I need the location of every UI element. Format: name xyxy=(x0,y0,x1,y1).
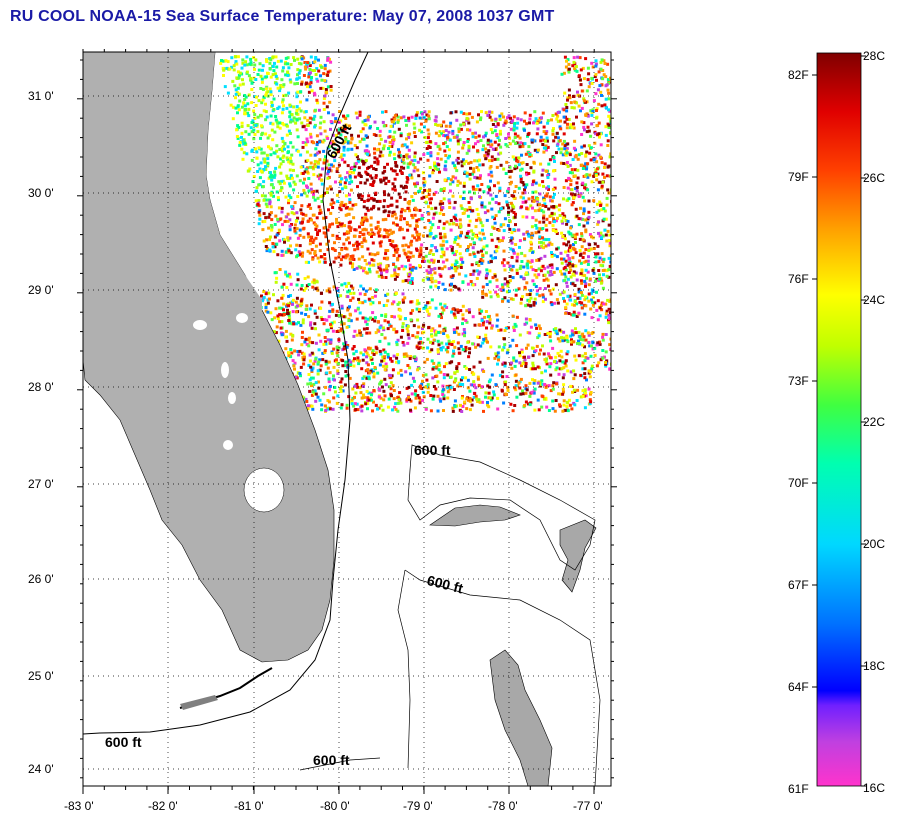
lon-tick-label: -78 0' xyxy=(488,799,518,813)
axis-ticks xyxy=(77,49,617,794)
inland-lake xyxy=(193,320,207,330)
great-bahama-bank-outline xyxy=(397,569,601,786)
lon-tick-label: -79 0' xyxy=(403,799,433,813)
colorbar-f-label: 82F xyxy=(788,68,809,82)
lat-tick-label: 24 0' xyxy=(28,762,54,776)
colorbar-c-label: 26C xyxy=(863,171,885,185)
colorbar-f-label: 79F xyxy=(788,170,809,184)
inland-lake xyxy=(223,440,233,450)
depth-contour-600ft xyxy=(83,52,369,735)
florida-keys-land xyxy=(180,695,218,710)
colorbar-f-label: 73F xyxy=(788,374,809,388)
lon-tick-label: -77 0' xyxy=(573,799,603,813)
contour-label: 600 ft xyxy=(105,734,142,750)
colorbar-f-label: 61F xyxy=(788,782,809,796)
colorbar-f-label: 67F xyxy=(788,578,809,592)
colorbar-c-label: 20C xyxy=(863,537,885,551)
inland-lake xyxy=(221,362,229,378)
lat-tick-label: 29 0' xyxy=(28,283,54,297)
depth-contour-600ft xyxy=(299,757,381,771)
colorbar-ticks xyxy=(812,55,866,787)
abaco-island xyxy=(559,519,597,593)
lake-okeechobee xyxy=(243,467,285,513)
inland-lake xyxy=(228,392,236,404)
lat-tick-label: 25 0' xyxy=(28,669,54,683)
colorbar-f-label: 70F xyxy=(788,476,809,490)
colorbar-c-label: 18C xyxy=(863,659,885,673)
inland-lake xyxy=(236,313,248,323)
lat-tick-label: 26 0' xyxy=(28,572,54,586)
lon-tick-label: -82 0' xyxy=(148,799,178,813)
colorbar xyxy=(816,52,862,787)
grand-bahama-island xyxy=(429,504,521,527)
colorbar-c-label: 24C xyxy=(863,293,885,307)
lon-tick-label: -80 0' xyxy=(320,799,350,813)
colorbar-c-label: 16C xyxy=(863,781,885,795)
lat-lon-grid xyxy=(83,52,611,786)
colorbar-c-label: 28C xyxy=(863,49,885,63)
andros-island xyxy=(489,649,553,786)
lon-tick-label: -81 0' xyxy=(234,799,264,813)
big-bend-coast xyxy=(83,52,262,322)
lat-tick-label: 27 0' xyxy=(28,477,54,491)
lat-tick-label: 30 0' xyxy=(28,186,54,200)
lat-tick-label: 28 0' xyxy=(28,380,54,394)
colorbar-f-label: 76F xyxy=(788,272,809,286)
colorbar-c-label: 22C xyxy=(863,415,885,429)
lon-tick-label: -83 0' xyxy=(64,799,94,813)
lat-tick-label: 31 0' xyxy=(28,89,54,103)
map-frame xyxy=(82,51,612,787)
contour-label: 600 ft xyxy=(414,442,451,458)
contour-label: 600 ft xyxy=(313,752,350,768)
colorbar-f-label: 64F xyxy=(788,680,809,694)
map-title: RU COOL NOAA-15 Sea Surface Temperature:… xyxy=(10,8,555,25)
bahama-bank-outline xyxy=(407,444,596,571)
